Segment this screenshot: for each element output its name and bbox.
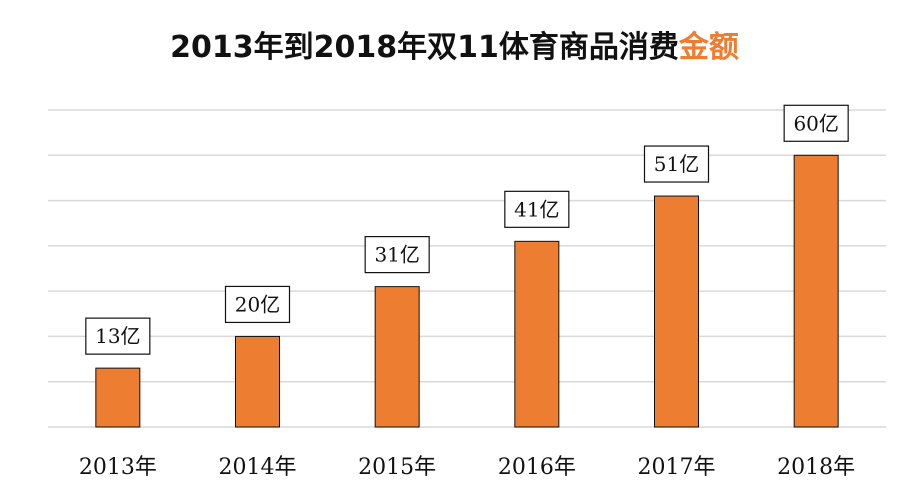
- data-label-box: [364, 236, 430, 274]
- data-label-box: [783, 104, 849, 142]
- data-label: 51亿: [654, 152, 699, 176]
- chart-title: 2013年到2018年双11体育商品消费金额: [0, 22, 909, 66]
- data-label-box: [504, 190, 570, 228]
- bar: [235, 335, 280, 428]
- x-tick-label: 2016年: [498, 455, 576, 480]
- bar: [654, 195, 699, 428]
- bar: [374, 286, 420, 428]
- data-label: 13亿: [95, 324, 140, 348]
- data-label-box: [85, 317, 151, 355]
- data-label: 20亿: [235, 292, 280, 316]
- data-label: 31亿: [374, 243, 419, 267]
- bar: [95, 367, 141, 428]
- x-tick-label: 2018年: [777, 455, 855, 480]
- chart-title-highlight: 金额: [678, 30, 739, 65]
- x-tick-label: 2014年: [219, 455, 297, 480]
- chart-title-main: 2013年到2018年双11体育商品消费: [170, 30, 679, 65]
- bar: [514, 240, 560, 428]
- bar: [793, 154, 839, 428]
- x-tick-label: 2017年: [638, 455, 716, 480]
- x-tick-label: 2013年: [79, 455, 157, 480]
- x-tick-label: 2015年: [358, 455, 436, 480]
- data-label-box: [643, 145, 710, 183]
- data-label-box: [224, 285, 291, 324]
- data-label: 41亿: [514, 197, 559, 221]
- data-label: 60亿: [793, 111, 838, 135]
